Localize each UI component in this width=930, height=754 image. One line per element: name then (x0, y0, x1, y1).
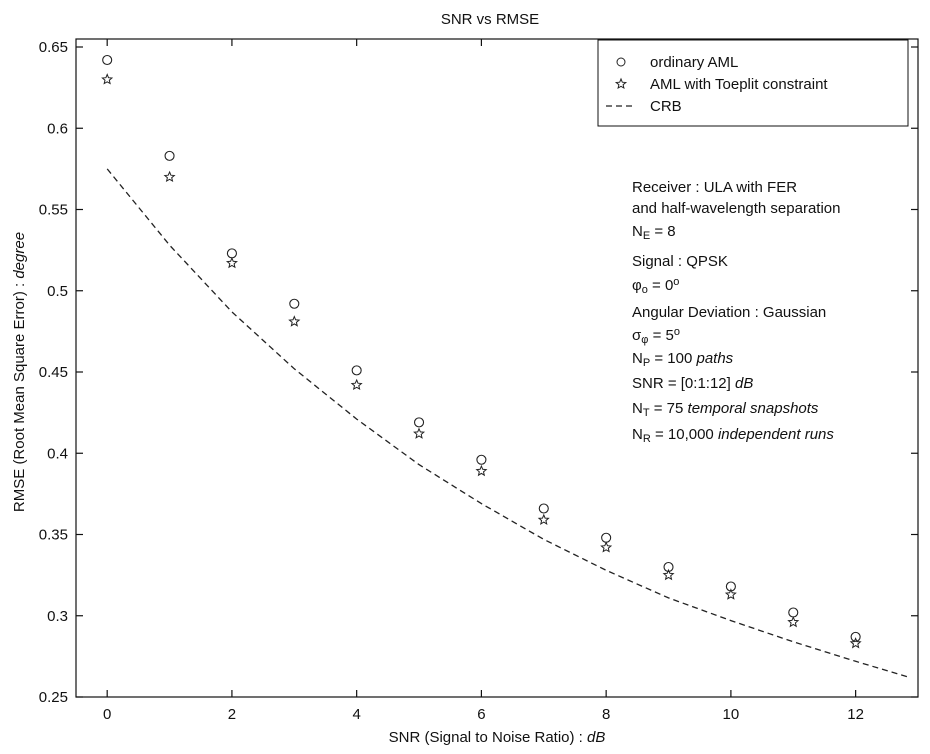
y-tick-label: 0.5 (47, 283, 68, 300)
annotation-part: independent runs (718, 426, 834, 443)
star-marker (225, 256, 238, 269)
circle-marker (351, 365, 362, 376)
annotation-part: o (673, 276, 679, 288)
annotation-part: = 5 (648, 327, 673, 344)
circle-marker (164, 150, 175, 161)
x-tick-label: 0 (103, 706, 111, 723)
star-marker (662, 568, 675, 581)
annotation-part: φ (632, 277, 642, 294)
annotation-part: = 8 (650, 223, 675, 240)
y-tick-label: 0.25 (39, 689, 68, 706)
annotation-part: P (643, 357, 650, 369)
annotation-part: R (643, 433, 651, 445)
y-axis-label-part: RMSE (Root Mean Square Error) : (11, 279, 28, 512)
annotation-part: E (643, 230, 650, 242)
x-axis-label-part: dB (587, 729, 605, 746)
annotation-part: = 0 (648, 277, 673, 294)
annotation-part: N (632, 400, 643, 417)
star-marker (475, 464, 488, 477)
circle-marker (102, 54, 113, 66)
legend-label: AML with Toeplit constraint (650, 76, 828, 93)
x-tick-label: 8 (602, 706, 610, 723)
annotation: Receiver : ULA with FER (632, 179, 797, 196)
annotation-part: o (642, 284, 648, 296)
star-marker (724, 588, 737, 600)
annotation-part: Angular Deviation : Gaussian (632, 304, 826, 321)
circle-marker (538, 503, 549, 514)
circle-marker (601, 532, 612, 543)
star-marker (288, 315, 301, 327)
annotation-part: Signal : QPSK (632, 253, 728, 270)
annotation: Angular Deviation : Gaussian (632, 304, 826, 321)
annotation-part: = 10,000 (651, 426, 718, 443)
annotation-part: T (643, 407, 650, 419)
legend-label: ordinary AML (650, 54, 738, 71)
circle-marker (850, 631, 861, 642)
circle-marker (476, 454, 487, 465)
x-tick-label: 2 (228, 706, 236, 723)
annotation-part: o (674, 326, 680, 338)
legend-marker (614, 77, 628, 90)
annotation-part: = 100 (650, 350, 696, 367)
star-marker (600, 541, 613, 553)
circle-marker (289, 298, 300, 309)
x-axis-label: SNR (Signal to Noise Ratio) : dB (389, 729, 606, 746)
circle-marker (663, 561, 674, 573)
annotation-part: N (632, 223, 643, 240)
annotation: NT = 75 temporal snapshots (632, 400, 819, 419)
circle-marker (788, 607, 799, 618)
chart-title: SNR vs RMSE (441, 11, 539, 28)
x-tick-label: 12 (847, 706, 864, 723)
legend-label: CRB (650, 98, 682, 115)
y-tick-label: 0.45 (39, 364, 68, 381)
annotation: SNR = [0:1:12] dB (632, 375, 753, 392)
annotation-part: temporal snapshots (688, 400, 819, 417)
circle-marker (725, 581, 736, 592)
y-tick-label: 0.4 (47, 445, 68, 462)
annotation: NR = 10,000 independent runs (632, 426, 834, 445)
y-axis-label-part: degree (11, 232, 28, 279)
annotation-part: σ (632, 327, 642, 344)
star-marker (101, 73, 114, 85)
annotation-part: φ (641, 334, 648, 346)
legend-marker (616, 57, 626, 67)
legend-box (597, 39, 909, 127)
y-axis-label: RMSE (Root Mean Square Error) : degree (11, 232, 28, 512)
circle-marker (226, 248, 237, 259)
annotation-part: dB (735, 375, 753, 392)
annotation: Signal : QPSK (632, 253, 728, 270)
star-marker (849, 637, 862, 649)
annotation-part: N (632, 426, 643, 443)
annotation: φo = 0o (632, 276, 679, 297)
y-tick-label: 0.6 (47, 120, 68, 137)
annotation-part: and half-wavelength separation (632, 200, 840, 217)
annotation-part: SNR = [0:1:12] (632, 375, 735, 392)
circle-marker (413, 417, 425, 428)
star-marker (350, 378, 363, 391)
annotation-part: N (632, 350, 643, 367)
y-tick-label: 0.55 (39, 202, 68, 219)
y-tick-label: 0.35 (39, 527, 68, 544)
annotation-part: paths (695, 350, 733, 367)
star-marker (787, 616, 800, 628)
x-tick-label: 6 (477, 706, 485, 723)
y-tick-label: 0.3 (47, 608, 68, 625)
plot-frame (75, 38, 919, 698)
y-tick-label: 0.65 (39, 39, 68, 56)
annotation-part: = 75 (650, 400, 688, 417)
crb-line (106, 168, 911, 679)
x-tick-label: 10 (723, 706, 740, 723)
annotation: σφ = 5o (632, 326, 680, 347)
x-axis-label-part: SNR (Signal to Noise Ratio) : (389, 729, 587, 746)
annotation-part: Receiver : ULA with FER (632, 179, 797, 196)
annotation: NE = 8 (632, 223, 676, 242)
star-marker (163, 170, 176, 183)
annotation: and half-wavelength separation (632, 200, 840, 217)
x-tick-label: 4 (352, 706, 360, 723)
star-marker (537, 513, 550, 525)
annotation: NP = 100 paths (632, 350, 734, 369)
star-marker (413, 427, 426, 439)
